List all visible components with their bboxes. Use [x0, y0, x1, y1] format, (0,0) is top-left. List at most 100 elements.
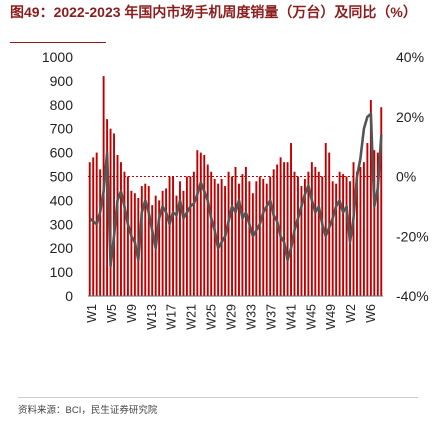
bar — [182, 190, 185, 296]
y-left-tick-label: 100 — [50, 264, 74, 280]
bar — [189, 176, 192, 296]
y-left-tick-label: 400 — [50, 192, 74, 208]
bar — [265, 183, 268, 296]
bar — [251, 193, 254, 296]
bar — [231, 176, 233, 296]
bar — [203, 154, 206, 296]
bar — [192, 171, 195, 296]
bar — [290, 143, 292, 296]
y-left-tick-label: 900 — [50, 73, 74, 89]
source-divider — [18, 397, 418, 398]
bar — [303, 178, 306, 296]
bar — [144, 183, 147, 296]
y-left-tick-label: 500 — [50, 169, 74, 185]
bar — [220, 178, 223, 296]
bar — [224, 186, 227, 296]
y-right-tick-label: 40% — [396, 49, 424, 65]
y-left-tick-label: 1000 — [42, 49, 73, 65]
bar — [373, 150, 376, 296]
bar — [317, 171, 320, 296]
axes-group: 0 100 200 300 400 500 600 700 800 900 1000 -40% -20%… — [42, 49, 429, 330]
bar — [158, 200, 161, 296]
bar — [113, 133, 115, 296]
y-left-tick-label: 200 — [50, 240, 74, 256]
bar — [123, 171, 126, 296]
bar — [248, 181, 251, 296]
bar — [126, 176, 129, 296]
bar — [307, 171, 310, 296]
bar — [130, 190, 133, 296]
x-tick-label: W9 — [125, 304, 139, 323]
bar — [283, 162, 286, 296]
bar — [168, 176, 171, 296]
bar — [342, 174, 345, 296]
bar — [99, 169, 102, 296]
x-tick-label: W1 — [85, 304, 99, 323]
bar — [356, 171, 358, 296]
bar — [140, 186, 143, 296]
yoy-line — [88, 112, 383, 268]
y-right-tick-label: 20% — [396, 109, 424, 125]
bar — [196, 150, 199, 296]
bar — [175, 195, 178, 296]
y-left-tick-label: 0 — [65, 288, 73, 304]
x-tick-label: W37 — [264, 304, 278, 330]
y-right-tick-label: 0% — [396, 169, 416, 185]
x-tick-label: W45 — [304, 304, 318, 330]
bar — [338, 171, 341, 296]
title-underline — [10, 42, 106, 43]
bar — [380, 107, 383, 296]
chart-title: 图49：2022-2023 年国内市场手机周度销量（万台）及同比（%） — [10, 4, 417, 20]
bar — [335, 183, 338, 296]
bar-series — [88, 76, 383, 297]
bar — [234, 166, 237, 296]
bar — [206, 164, 209, 296]
x-tick-label: W6 — [364, 304, 378, 323]
bar — [272, 169, 275, 296]
bar — [241, 174, 244, 296]
bar — [345, 176, 348, 296]
bar — [321, 176, 324, 296]
bar — [161, 190, 164, 296]
x-tick-label: W49 — [324, 304, 338, 330]
y-left-tick-label: 600 — [50, 145, 74, 161]
bar — [172, 176, 174, 296]
bar — [151, 205, 154, 296]
bar — [286, 162, 289, 296]
y-left-tick-label: 800 — [50, 97, 74, 113]
bar — [300, 186, 303, 296]
bar — [199, 152, 202, 296]
x-tick-label: W2 — [344, 304, 358, 323]
x-tick-label: W41 — [284, 304, 298, 330]
bar — [120, 162, 122, 296]
x-tick-label: W13 — [145, 304, 159, 330]
bar — [213, 178, 216, 296]
bar — [262, 178, 265, 296]
x-tick-label: W17 — [165, 304, 179, 330]
bar — [359, 166, 362, 296]
bar — [297, 176, 299, 296]
bar — [92, 157, 95, 296]
x-tick-label: W21 — [185, 304, 199, 330]
y-right-tick-label: -40% — [396, 288, 429, 304]
bar — [369, 100, 372, 297]
bar — [331, 181, 334, 296]
line-series — [88, 112, 383, 268]
bar — [279, 157, 282, 296]
bar — [109, 128, 112, 296]
bar — [244, 166, 247, 296]
bar — [258, 176, 261, 296]
bar — [238, 183, 240, 296]
bar — [352, 162, 355, 296]
bar — [165, 188, 168, 296]
x-tick-label: W33 — [244, 304, 258, 330]
bar — [376, 152, 379, 296]
bar — [88, 162, 91, 296]
bar — [210, 171, 213, 296]
bar — [276, 164, 279, 296]
bar — [366, 143, 369, 296]
bar — [106, 119, 109, 296]
bar — [147, 186, 150, 296]
bar — [324, 143, 327, 296]
